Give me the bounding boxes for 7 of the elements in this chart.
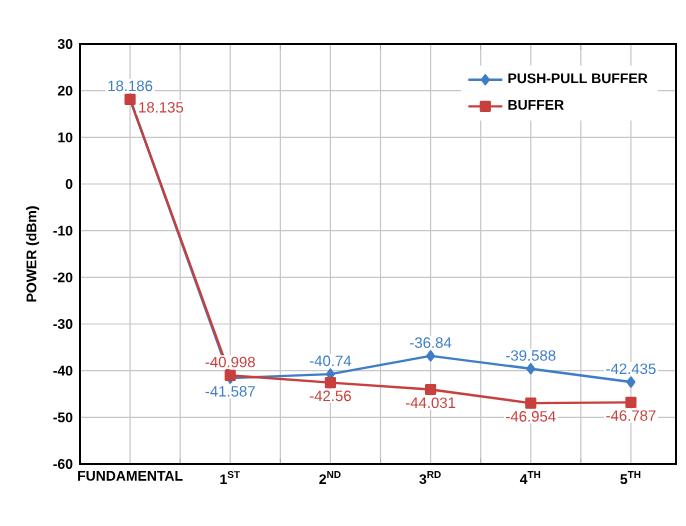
point: [324, 377, 336, 389]
point: [425, 383, 437, 396]
point: [525, 397, 537, 409]
point: [626, 376, 636, 388]
point: [426, 350, 436, 362]
point: [526, 363, 536, 375]
point: [625, 396, 637, 408]
